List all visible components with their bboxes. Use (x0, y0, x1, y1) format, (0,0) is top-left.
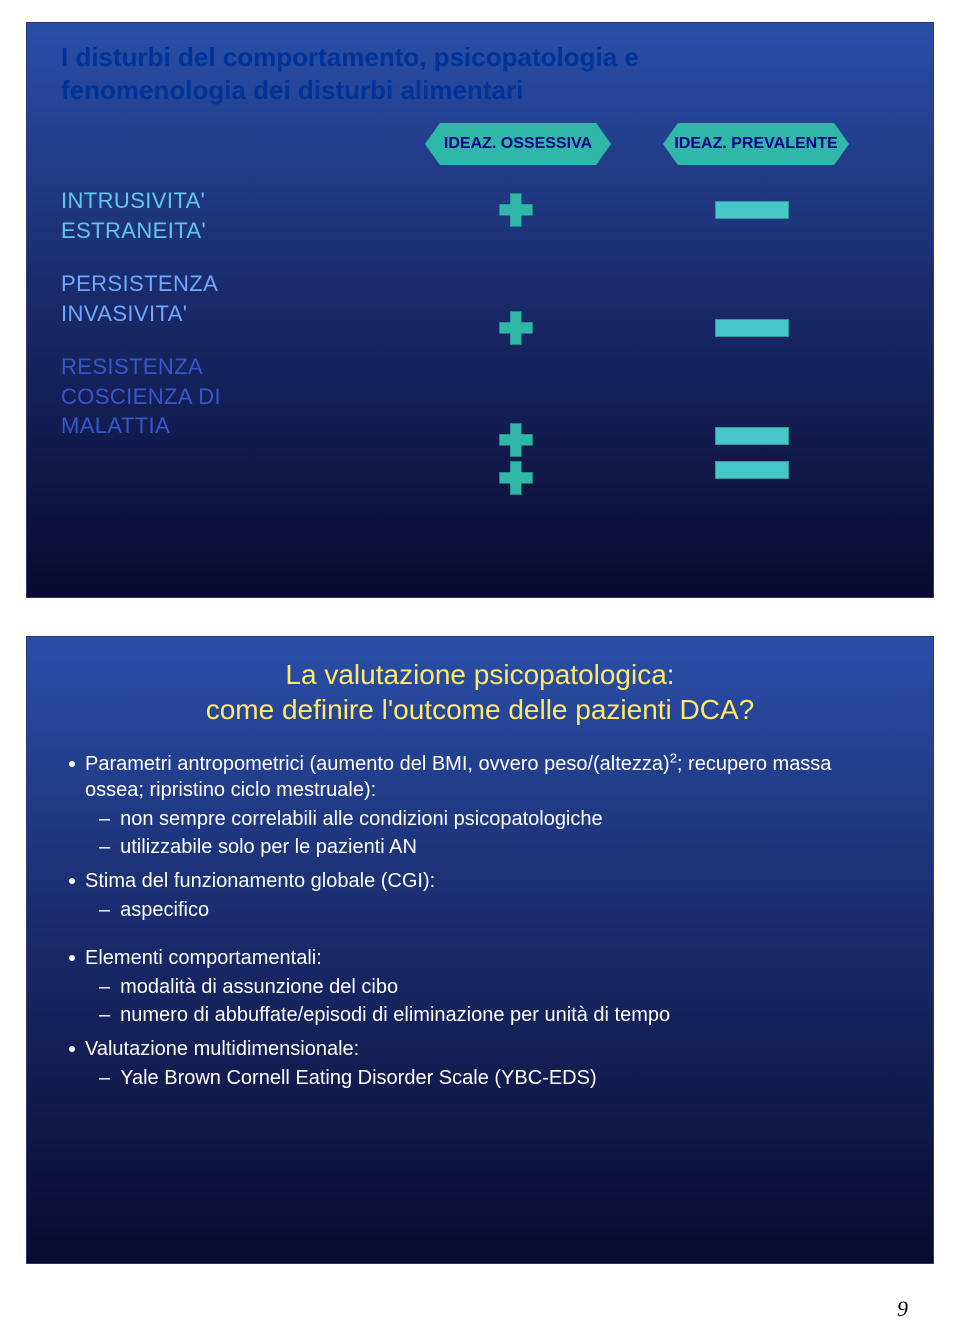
slide2-title-l1: La valutazione psicopatologica: (285, 659, 674, 690)
b4-sub1: –Yale Brown Cornell Eating Disorder Scal… (99, 1066, 891, 1091)
b1-sub2: –utilizzabile solo per le pazienti AN (99, 835, 891, 860)
slide1-title-l1: I disturbi del comportamento, psicopatol… (61, 42, 639, 72)
bullet-1-text: Parametri antropometrici (aumento del BM… (85, 751, 891, 803)
label-coscienza-l2: MALATTIA (61, 412, 221, 440)
b2-sub1-text: aspecifico (120, 898, 209, 923)
hex-prevalente: IDEAZ. PREVALENTE (663, 123, 849, 165)
label-persistenza: PERSISTENZA (61, 270, 221, 298)
hex-ossessiva-label: IDEAZ. OSSESSIVA (444, 135, 592, 153)
b3-sub1: –modalità di assunzione del cibo (99, 975, 891, 1000)
bullet-dot (69, 1046, 75, 1052)
bullet-3-text: Elementi comportamentali: (85, 945, 322, 971)
label-resistenza: RESISTENZA (61, 353, 221, 381)
slide2-title: La valutazione psicopatologica: come def… (27, 637, 933, 741)
bullet-1: Parametri antropometrici (aumento del BM… (69, 751, 891, 860)
page-number: 9 (897, 1296, 908, 1322)
cross-icon (499, 423, 533, 457)
bullet-2: Stima del funzionamento globale (CGI): –… (69, 868, 891, 923)
b1-a: Parametri antropometrici (aumento del BM… (85, 753, 670, 775)
hex-ossessiva: IDEAZ. OSSESSIVA (425, 123, 611, 165)
b1-sub1-text: non sempre correlabili alle condizioni p… (120, 807, 603, 832)
bullet-4: Valutazione multidimensionale: –Yale Bro… (69, 1036, 891, 1091)
b3-sub1-text: modalità di assunzione del cibo (120, 975, 398, 1000)
slide1-title-wrap: I disturbi del comportamento, psicopatol… (27, 23, 933, 114)
bar-icon (715, 201, 789, 219)
b1-sub2-text: utilizzabile solo per le pazienti AN (120, 835, 417, 860)
b1-sub1: –non sempre correlabili alle condizioni … (99, 807, 891, 832)
bullet-2-text: Stima del funzionamento globale (CGI): (85, 868, 435, 894)
b4-sub1-text: Yale Brown Cornell Eating Disorder Scale… (120, 1066, 596, 1091)
b1-sup: 2 (670, 750, 677, 765)
hex-prevalente-label: IDEAZ. PREVALENTE (674, 135, 837, 153)
b2-sub1: –aspecifico (99, 898, 891, 923)
label-coscienza-l1: COSCIENZA DI (61, 383, 221, 411)
label-invasivita: INVASIVITA' (61, 300, 221, 328)
cross-icon (499, 461, 533, 495)
cross-icon (499, 311, 533, 345)
bullet-dot (69, 878, 75, 884)
bullet-dot (69, 761, 75, 767)
bullet-3: Elementi comportamentali: –modalità di a… (69, 945, 891, 1028)
label-estraneita: ESTRANEITA' (61, 217, 221, 245)
slide2-title-l2: come definire l'outcome delle pazienti D… (206, 694, 755, 725)
bar-icon (715, 427, 789, 445)
slide1-title: I disturbi del comportamento, psicopatol… (61, 41, 899, 106)
bar-icon (715, 319, 789, 337)
bullet-dot (69, 955, 75, 961)
b3-sub2-text: numero di abbuffate/episodi di eliminazi… (120, 1003, 670, 1028)
bar-icon (715, 461, 789, 479)
slide1-title-l2: fenomenologia dei disturbi alimentari (61, 75, 523, 105)
slide2-body: Parametri antropometrici (aumento del BM… (27, 741, 933, 1129)
bullet-4-text: Valutazione multidimensionale: (85, 1036, 359, 1062)
label-intrusivita: INTRUSIVITA' (61, 187, 221, 215)
b3-sub2: –numero di abbuffate/episodi di eliminaz… (99, 1003, 891, 1028)
left-labels: INTRUSIVITA' ESTRANEITA' PERSISTENZA INV… (61, 187, 221, 440)
cross-icon (499, 193, 533, 227)
slide-1: I disturbi del comportamento, psicopatol… (26, 22, 934, 598)
slide-2: La valutazione psicopatologica: come def… (26, 636, 934, 1264)
